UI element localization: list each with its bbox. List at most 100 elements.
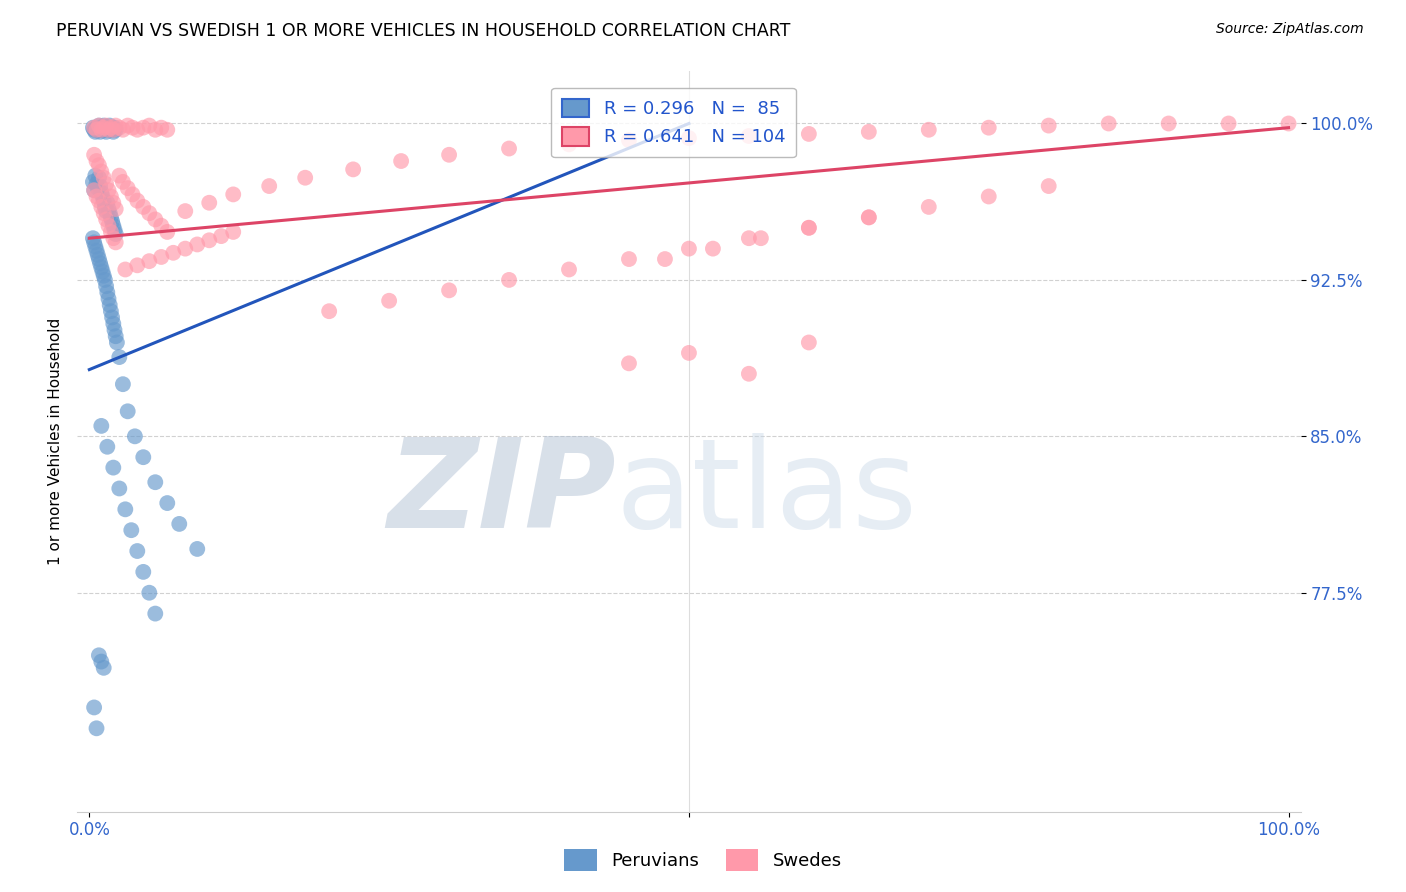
Point	[82, 231, 104, 245]
Point	[87, 119, 110, 133]
Point	[104, 329, 127, 343]
Point	[222, 187, 245, 202]
Point	[86, 177, 108, 191]
Point	[702, 242, 724, 256]
Point	[83, 700, 105, 714]
Point	[103, 231, 125, 245]
Point	[94, 279, 117, 293]
Point	[94, 119, 117, 133]
Point	[797, 335, 820, 350]
Point	[101, 310, 124, 325]
Point	[186, 541, 208, 556]
Point	[174, 204, 197, 219]
Point	[858, 211, 880, 225]
Legend: R = 0.296   N =  85, R = 0.641   N = 104: R = 0.296 N = 85, R = 0.641 N = 104	[551, 87, 796, 157]
Point	[108, 120, 131, 135]
Point	[97, 202, 120, 216]
Point	[558, 137, 581, 152]
Point	[138, 119, 160, 133]
Point	[94, 122, 117, 136]
Point	[111, 175, 134, 189]
Point	[94, 125, 117, 139]
Point	[93, 120, 115, 135]
Point	[90, 418, 112, 433]
Point	[498, 273, 520, 287]
Text: Source: ZipAtlas.com: Source: ZipAtlas.com	[1216, 22, 1364, 37]
Point	[169, 516, 191, 531]
Point	[117, 119, 139, 133]
Point	[156, 225, 179, 239]
Point	[108, 350, 131, 364]
Point	[100, 189, 122, 203]
Point	[104, 119, 127, 133]
Point	[132, 200, 155, 214]
Point	[143, 212, 166, 227]
Point	[121, 120, 143, 135]
Point	[111, 122, 134, 136]
Point	[174, 242, 197, 256]
Point	[617, 356, 640, 370]
Point	[83, 122, 105, 136]
Point	[93, 268, 115, 283]
Point	[1277, 116, 1299, 130]
Point	[104, 122, 127, 136]
Point	[198, 195, 221, 210]
Point	[342, 162, 364, 177]
Point	[103, 120, 125, 135]
Point	[86, 122, 108, 136]
Point	[918, 200, 941, 214]
Point	[104, 235, 127, 250]
Text: PERUVIAN VS SWEDISH 1 OR MORE VEHICLES IN HOUSEHOLD CORRELATION CHART: PERUVIAN VS SWEDISH 1 OR MORE VEHICLES I…	[56, 22, 790, 40]
Point	[114, 262, 136, 277]
Point	[678, 131, 700, 145]
Point	[89, 125, 111, 139]
Point	[97, 122, 120, 136]
Point	[138, 206, 160, 220]
Point	[797, 127, 820, 141]
Point	[108, 482, 131, 496]
Point	[100, 120, 122, 135]
Point	[96, 120, 118, 135]
Point	[86, 248, 108, 262]
Point	[858, 211, 880, 225]
Point	[654, 252, 676, 266]
Point	[89, 256, 111, 270]
Point	[86, 154, 108, 169]
Point	[437, 283, 460, 297]
Point	[87, 119, 110, 133]
Point	[156, 496, 179, 510]
Point	[1038, 179, 1060, 194]
Point	[156, 122, 179, 136]
Point	[121, 187, 143, 202]
Point	[222, 225, 245, 239]
Point	[91, 264, 114, 278]
Point	[93, 206, 115, 220]
Point	[120, 523, 142, 537]
Text: ZIP: ZIP	[387, 433, 616, 554]
Point	[111, 377, 134, 392]
Point	[94, 204, 117, 219]
Point	[97, 292, 120, 306]
Point	[114, 502, 136, 516]
Point	[98, 206, 121, 220]
Point	[87, 194, 110, 208]
Point	[858, 125, 880, 139]
Point	[1157, 116, 1180, 130]
Point	[90, 655, 112, 669]
Point	[90, 122, 112, 136]
Point	[132, 565, 155, 579]
Point	[93, 661, 115, 675]
Point	[83, 183, 105, 197]
Point	[87, 648, 110, 663]
Point	[1098, 116, 1121, 130]
Point	[617, 252, 640, 266]
Point	[103, 223, 125, 237]
Point	[127, 544, 149, 558]
Point	[97, 219, 120, 233]
Y-axis label: 1 or more Vehicles in Household: 1 or more Vehicles in Household	[48, 318, 63, 566]
Point	[86, 721, 108, 735]
Point	[105, 335, 128, 350]
Point	[117, 404, 139, 418]
Point	[83, 120, 105, 135]
Point	[103, 219, 125, 233]
